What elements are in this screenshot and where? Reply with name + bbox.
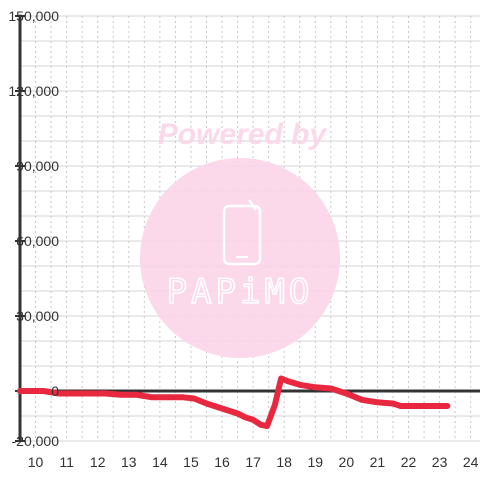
- x-tick-label: 15: [183, 454, 199, 470]
- phone-icon: [222, 199, 262, 266]
- grid: [20, 15, 480, 442]
- tick-labels: 150,000 120,000 90,000 60,000 30,000 0 -20,000…: [8, 8, 478, 470]
- x-tick-label: 18: [276, 454, 292, 470]
- y-tick-label: 90,000: [16, 158, 59, 174]
- x-tick-label: 11: [59, 454, 74, 470]
- x-tick-label: 21: [370, 454, 386, 470]
- watermark: Powered by PAPiMO: [140, 118, 340, 358]
- x-tick-label: 12: [90, 454, 106, 470]
- series-line: [17, 375, 451, 429]
- watermark-logo-text: PAPiMO: [167, 272, 314, 312]
- series: [17, 375, 451, 429]
- y-tick-label: -20,000: [12, 433, 60, 449]
- y-tick-label: 60,000: [16, 233, 59, 249]
- x-tick-label: 24: [463, 454, 479, 470]
- x-tick-label: 17: [245, 454, 261, 470]
- x-tick-label: 22: [401, 454, 417, 470]
- y-tick-label: 0: [51, 383, 59, 399]
- y-tick-label: 120,000: [8, 83, 59, 99]
- x-tick-label: 16: [214, 454, 230, 470]
- x-tick-label: 13: [121, 454, 137, 470]
- x-tick-label: 20: [339, 454, 355, 470]
- x-tick-label: 14: [152, 454, 168, 470]
- y-tick-label: 150,000: [8, 8, 59, 24]
- x-tick-label: 10: [28, 454, 44, 470]
- x-tick-label: 23: [432, 454, 448, 470]
- x-tick-label: 19: [307, 454, 323, 470]
- watermark-text: Powered by: [158, 118, 328, 151]
- y-tick-label: 30,000: [16, 308, 59, 324]
